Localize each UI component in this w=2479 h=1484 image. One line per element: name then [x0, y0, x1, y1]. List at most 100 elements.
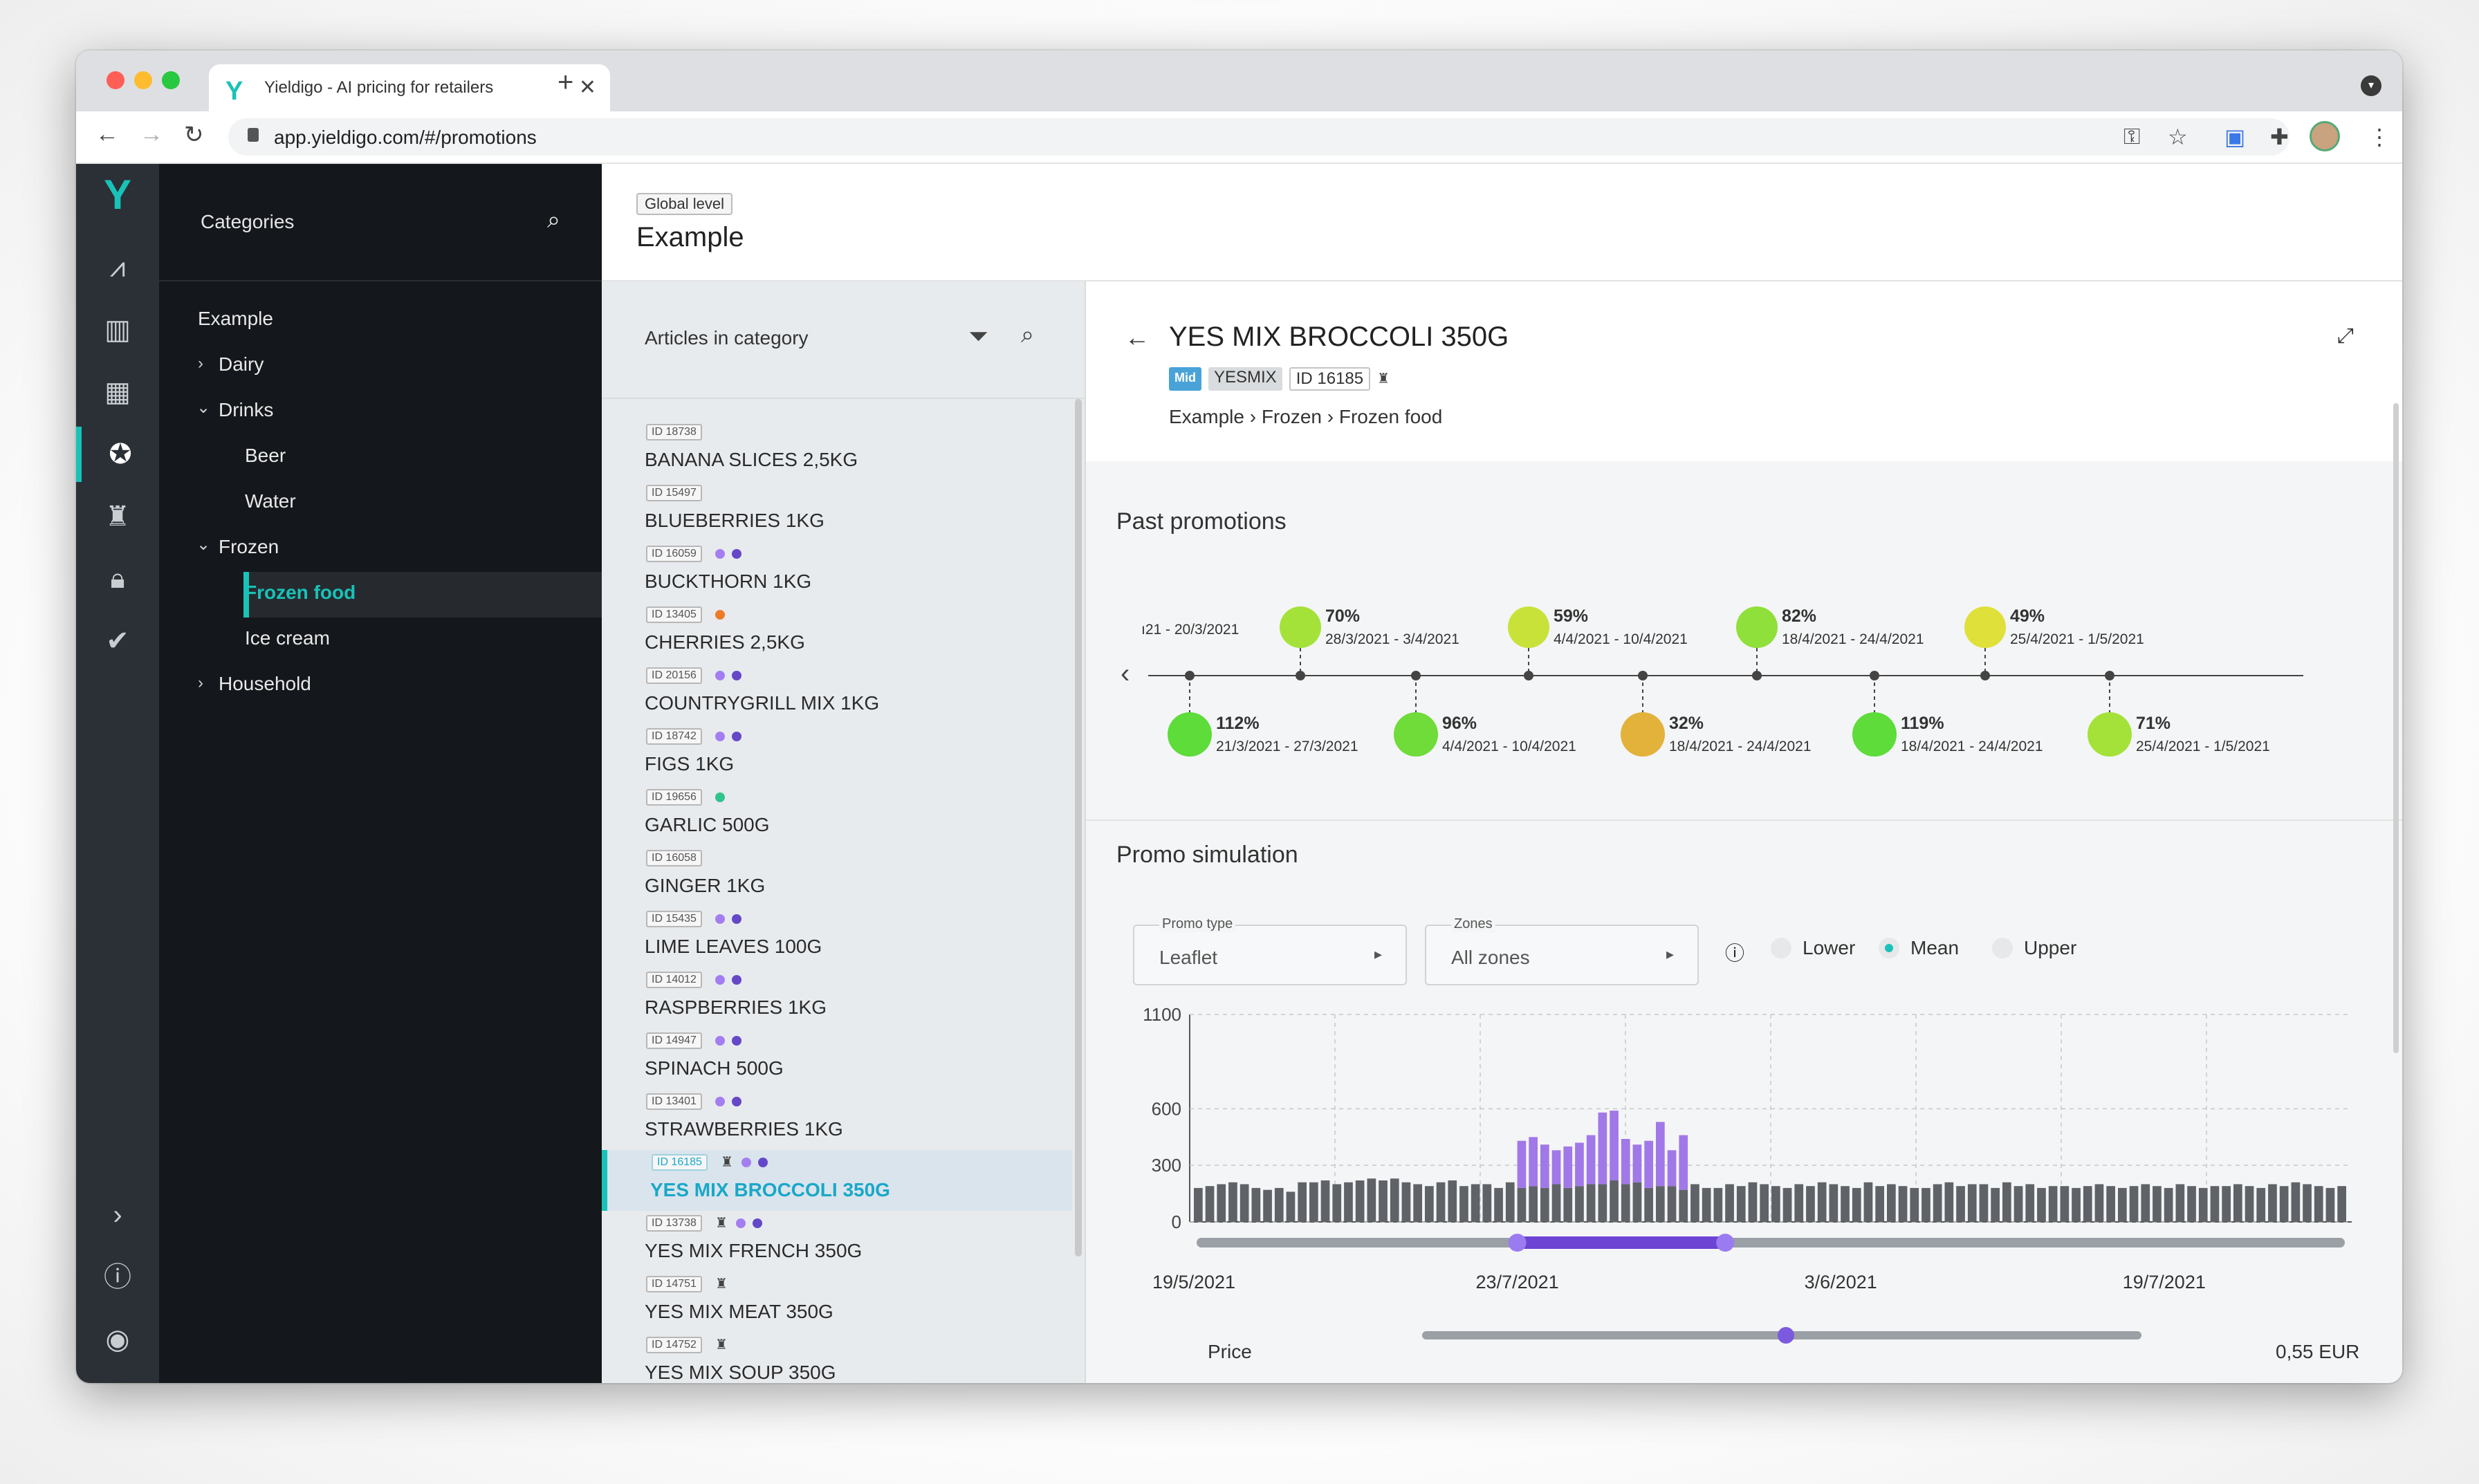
zones-select[interactable]: Zones All zones ▸	[1425, 916, 1699, 985]
range-slider-handle[interactable]	[1716, 1234, 1735, 1252]
category-beer[interactable]: Beer	[245, 445, 286, 466]
browser-tab[interactable]: Y Yieldigo - AI pricing for retailers ✕	[209, 64, 610, 113]
range-slider-track[interactable]	[1197, 1238, 2345, 1248]
profile-avatar[interactable]	[2310, 121, 2340, 151]
extensions-icon[interactable]: ✚	[2270, 124, 2289, 149]
columns-icon[interactable]: ▥	[104, 315, 131, 345]
article-row[interactable]: ID 18738 BANANA SLICES 2,5KG	[602, 420, 1072, 481]
translate-icon[interactable]: ▣	[2224, 124, 2246, 149]
back-arrow-icon[interactable]: ←	[95, 121, 119, 147]
article-row[interactable]: ID 14752 YES MIX SOUP 350G ♜	[602, 1333, 1072, 1383]
promo-type-select[interactable]: Promo type Leaflet ▸	[1133, 916, 1407, 985]
search-icon[interactable]: ⌕	[546, 207, 560, 233]
breadcrumb-item[interactable]: Frozen	[1261, 406, 1322, 427]
bar-base	[2060, 1186, 2070, 1222]
bar-promo	[1540, 1144, 1549, 1188]
bookmark-star-icon[interactable]: ☆	[2168, 124, 2188, 149]
radio-mean[interactable]: Mean	[1879, 937, 1959, 959]
category-example[interactable]: Example	[198, 308, 273, 329]
breadcrumb-item[interactable]: Example	[1169, 406, 1244, 427]
article-marks	[715, 1032, 741, 1049]
articles-title: Articles in category	[645, 327, 809, 349]
radio-upper[interactable]: Upper	[1992, 937, 2076, 959]
close-tab-icon[interactable]: ✕	[578, 76, 596, 99]
url-field[interactable]: app.yieldigo.com/#/promotions	[228, 118, 2289, 156]
report-search-icon[interactable]: ▦	[104, 377, 131, 407]
chevron-right-icon[interactable]: ›	[198, 674, 203, 692]
article-row[interactable]: ID 20156 COUNTRYGRILL MIX 1KG	[602, 663, 1072, 724]
info-icon[interactable]: ⓘ	[1725, 943, 1745, 964]
article-row[interactable]: ID 14012 RASPBERRIES 1KG	[602, 967, 1072, 1028]
article-row[interactable]: ID 13401 STRAWBERRIES 1KG	[602, 1089, 1072, 1150]
category-frozen-food[interactable]: Frozen food	[245, 582, 356, 603]
breadcrumb-item[interactable]: Frozen food	[1338, 406, 1443, 427]
minimize-window-button[interactable]	[134, 71, 152, 89]
timeline-prev-arrow-icon[interactable]: ‹	[1121, 658, 1130, 689]
chevron-down-icon[interactable]: ⌄	[196, 398, 211, 417]
price-slider-thumb[interactable]	[1778, 1327, 1794, 1344]
category-dairy[interactable]: Dairy	[219, 353, 264, 375]
filter-icon[interactable]: ⏷	[968, 322, 988, 350]
category-household[interactable]: Household	[219, 673, 311, 694]
close-window-button[interactable]	[107, 71, 125, 89]
radio-lower[interactable]: Lower	[1771, 937, 1855, 959]
article-row[interactable]: ID 15497 BLUEBERRIES 1KG	[602, 481, 1072, 541]
article-row[interactable]: ID 13738 YES MIX FRENCH 350G ♜	[602, 1211, 1072, 1272]
new-tab-icon[interactable]: +	[557, 67, 574, 98]
expand-icon[interactable]: ⤢	[2337, 324, 2354, 347]
article-row[interactable]: ID 19656 GARLIC 500G	[602, 785, 1072, 846]
category-frozen[interactable]: Frozen	[219, 536, 279, 557]
bar-base	[1898, 1186, 1908, 1222]
clipboard-check-icon[interactable]: ✔	[106, 626, 129, 656]
bottles-icon: ♜	[715, 1277, 728, 1292]
promotions-icon[interactable]: ✪	[76, 427, 159, 482]
article-row[interactable]: ID 14947 SPINACH 500G	[602, 1028, 1072, 1089]
bar-base	[2291, 1182, 2301, 1222]
account-icon[interactable]: ◉	[105, 1324, 130, 1355]
chevron-down-icon[interactable]: ⌄	[196, 535, 211, 554]
bottles-icon: ♜	[721, 1155, 733, 1170]
search-icon[interactable]: ⌕	[1021, 322, 1035, 348]
promo-type-label: Promo type	[1159, 916, 1236, 932]
bottles-icon[interactable]: ♜	[105, 501, 130, 532]
range-slider-handle[interactable]	[1508, 1234, 1527, 1252]
article-row[interactable]: ID 15435 LIME LEAVES 100G	[602, 907, 1072, 967]
bar-base	[1841, 1186, 1850, 1222]
yieldigo-favicon-icon: Y	[225, 77, 243, 106]
promo-percent: 71%	[2136, 714, 2171, 733]
expand-chevron-icon[interactable]: ›	[113, 1200, 122, 1230]
article-row[interactable]: ID 18742 FIGS 1KG	[602, 724, 1072, 785]
lock-icon[interactable]: 🔒︎	[110, 564, 125, 594]
zoom-window-button[interactable]	[162, 71, 180, 89]
analytics-icon[interactable]: ⩘	[109, 252, 126, 283]
tab-search-icon[interactable]: ▾	[2361, 75, 2381, 96]
reload-icon[interactable]: ↻	[184, 122, 204, 148]
back-arrow-icon[interactable]: ←	[1125, 323, 1150, 351]
bar-base	[1991, 1187, 2000, 1222]
category-drinks[interactable]: Drinks	[219, 399, 274, 420]
status-dot	[715, 792, 725, 802]
bar-base	[1875, 1186, 1884, 1222]
category-water[interactable]: Water	[245, 490, 296, 512]
article-row[interactable]: ID 16059 BUCKTHORN 1KG	[602, 541, 1072, 602]
level-badge: Global level	[636, 193, 732, 215]
article-row[interactable]: ID 14751 YES MIX MEAT 350G ♜	[602, 1272, 1072, 1333]
bar-base	[1725, 1184, 1734, 1222]
promo-dates: 25/4/2021 - 1/5/2021	[2136, 739, 2270, 754]
info-icon[interactable]: ⓘ	[104, 1262, 131, 1292]
promo-percent: 49%	[2010, 606, 2045, 626]
chevron-right-icon[interactable]: ›	[198, 354, 203, 373]
category-ice-cream[interactable]: Ice cream	[245, 627, 330, 649]
articles-header: Articles in category ⏷ ⌕	[602, 281, 1085, 399]
article-row[interactable]: ID 16058 GINGER 1KG	[602, 846, 1072, 907]
key-icon[interactable]: ⚿	[2123, 124, 2141, 149]
detail-scrollbar[interactable]	[2393, 403, 2399, 1053]
articles-scrollbar[interactable]	[1075, 399, 1082, 1256]
article-row[interactable]: ID 13405 CHERRIES 2,5KG	[602, 602, 1072, 663]
browser-menu-icon[interactable]: ⋮	[2368, 124, 2390, 149]
bar-base	[2210, 1186, 2220, 1222]
bar-promo	[1656, 1122, 1665, 1187]
yieldigo-logo-icon[interactable]: Y	[103, 171, 132, 218]
forward-arrow-icon[interactable]: →	[140, 121, 163, 147]
article-row[interactable]: ID 16185 YES MIX BROCCOLI 350G ♜	[602, 1150, 1072, 1211]
